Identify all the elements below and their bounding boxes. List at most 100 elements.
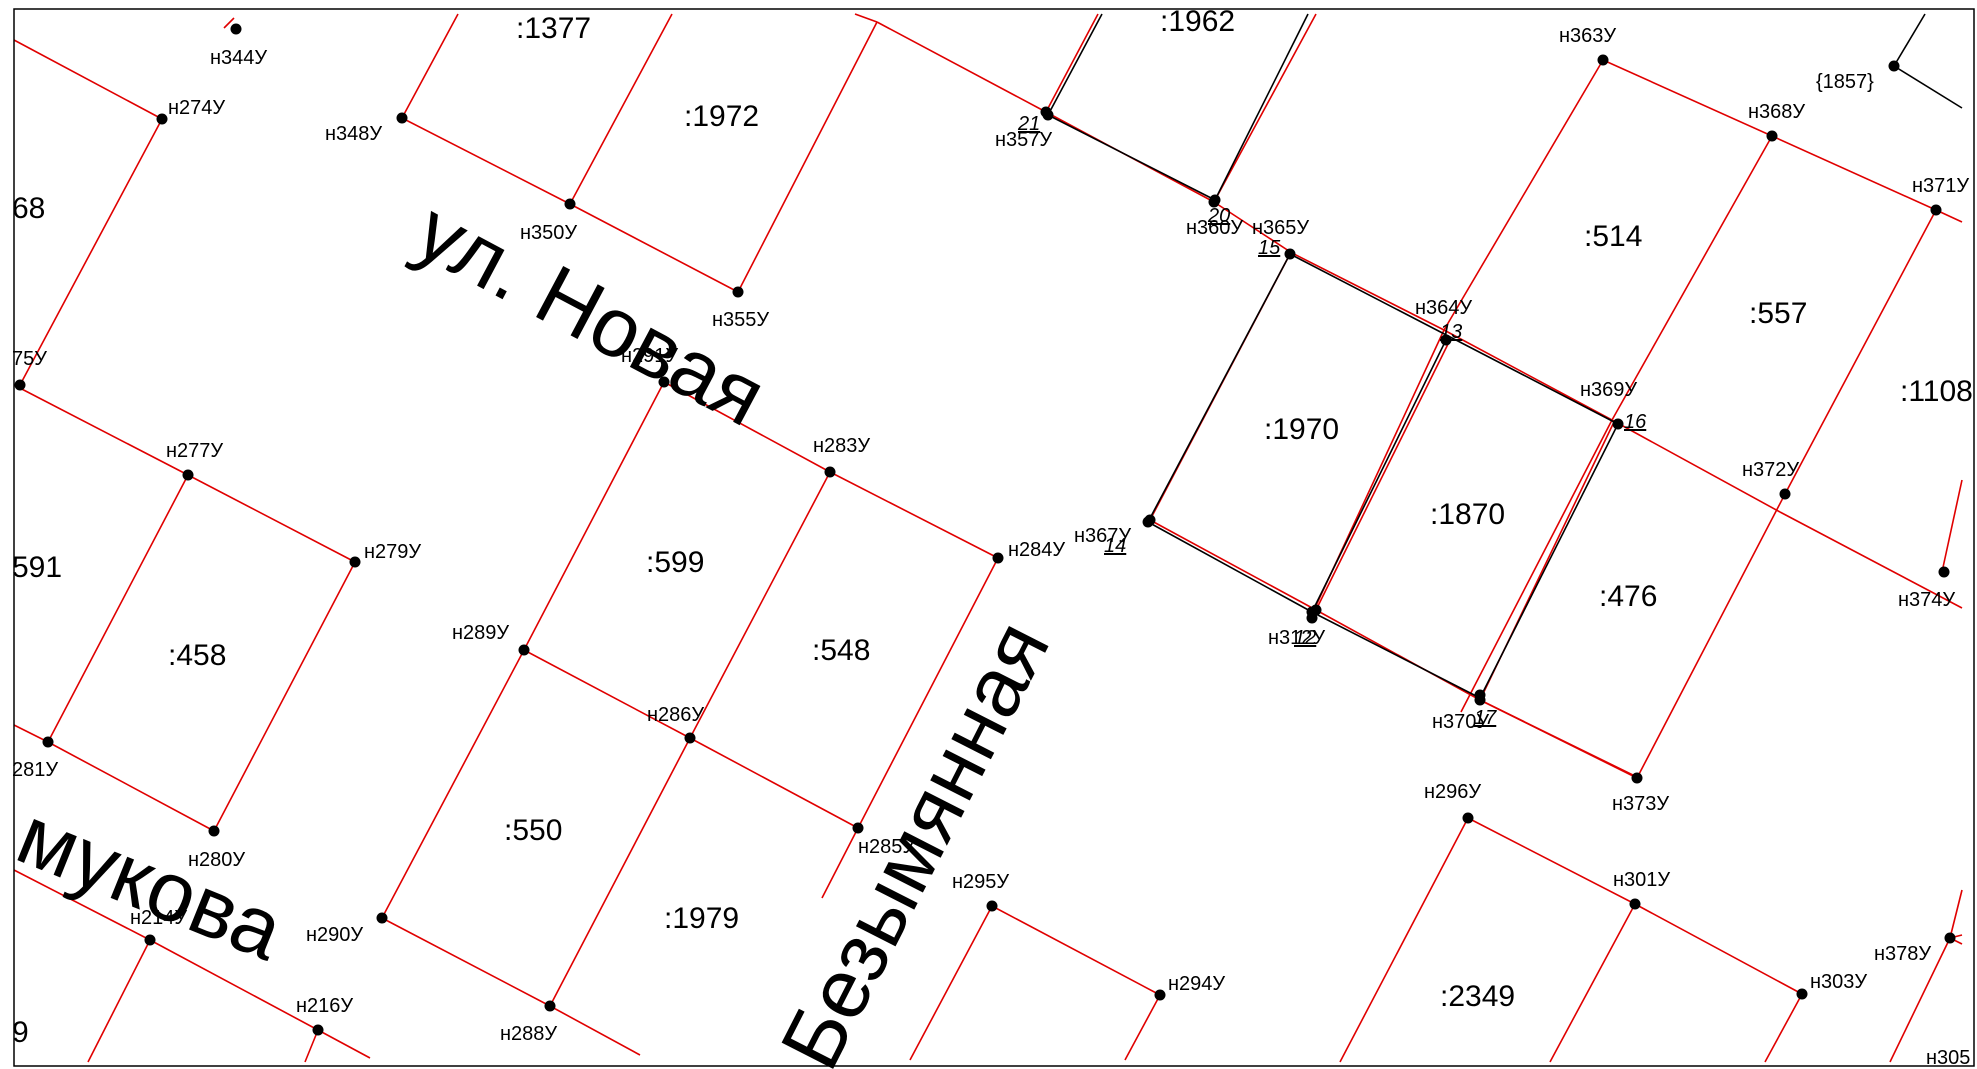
parcel-label: :1108 <box>1900 375 1973 408</box>
point-label: н283У <box>813 435 870 457</box>
point-number: 15 <box>1258 237 1281 259</box>
survey-point-marker <box>1306 612 1318 624</box>
point-label: н303У <box>1810 971 1867 993</box>
survey-point-marker <box>986 900 998 912</box>
parcel-label: :2349 <box>1440 980 1515 1013</box>
survey-point-marker <box>208 825 220 837</box>
survey-points <box>14 23 1956 1036</box>
point-label: н355У <box>712 309 769 331</box>
survey-point-marker <box>230 23 242 35</box>
point-labels: н344У н274У н348У н350У н355У н357У н360… <box>12 25 1970 1069</box>
survey-point-marker <box>684 732 696 744</box>
survey-point-marker <box>1440 334 1452 346</box>
parcel-label: :458 <box>168 639 226 672</box>
survey-point-marker <box>182 469 194 481</box>
point-label: н279У <box>364 541 421 563</box>
point-label: н288У <box>500 1023 557 1045</box>
survey-point-marker <box>992 552 1004 564</box>
point-label: н363У <box>1559 25 1616 47</box>
survey-point-marker <box>658 376 670 388</box>
parcel-label: 68 <box>12 192 45 225</box>
survey-point-marker <box>1766 130 1778 142</box>
parcel-labels: :1377 :1962 :1972 68 :514 :557 :1108 :19… <box>12 5 1973 1049</box>
point-label: н365У <box>1252 217 1309 239</box>
point-label: н368У <box>1748 101 1805 123</box>
survey-point-marker <box>824 466 836 478</box>
survey-point-marker <box>1612 418 1624 430</box>
parcel-label: :1377 <box>516 12 591 45</box>
point-label: н367У <box>1074 525 1131 547</box>
parcel-label: 9 <box>12 1016 29 1049</box>
survey-point-marker <box>1631 772 1643 784</box>
point-label: н372У <box>1742 459 1799 481</box>
point-number: 21 <box>1017 113 1040 135</box>
survey-point-marker <box>518 644 530 656</box>
survey-point-marker <box>852 822 864 834</box>
survey-point-marker <box>1462 812 1474 824</box>
survey-point-marker <box>376 912 388 924</box>
point-label: н370У <box>1432 711 1489 733</box>
point-label: н301У <box>1613 869 1670 891</box>
parcel-label: :1870 <box>1430 498 1505 531</box>
survey-point-marker <box>1796 988 1808 1000</box>
point-label: н277У <box>166 440 223 462</box>
survey-point-marker <box>1154 989 1166 1001</box>
survey-point-marker <box>1944 932 1956 944</box>
survey-point-marker <box>1888 60 1900 72</box>
survey-point-marker <box>396 112 408 124</box>
point-label: н350У <box>520 222 577 244</box>
point-label: н348У <box>325 123 382 145</box>
point-label: н312У <box>1268 627 1325 649</box>
point-number: 14 <box>1104 535 1126 557</box>
characteristic-point-numbers: 21 20 15 13 16 14 12 17 <box>1017 113 1647 729</box>
parcel-label: 591 <box>12 551 62 584</box>
parcel-label: :1979 <box>664 902 739 935</box>
survey-point-marker <box>1930 204 1942 216</box>
point-label: н291У <box>621 345 678 367</box>
survey-point-marker <box>1779 488 1791 500</box>
survey-point-marker <box>1474 689 1486 701</box>
survey-point-marker <box>14 379 26 391</box>
parcel-label: :548 <box>812 634 870 667</box>
point-label: н289У <box>452 622 509 644</box>
survey-point-marker <box>349 556 361 568</box>
survey-point-marker <box>1142 516 1154 528</box>
survey-point-marker <box>144 934 156 946</box>
point-label: н369У <box>1580 379 1637 401</box>
point-label: н285У <box>858 836 915 858</box>
point-label: н378У <box>1874 943 1931 965</box>
point-label: н305 <box>1926 1047 1970 1069</box>
point-label: н216У <box>296 995 353 1017</box>
parcel-label: :599 <box>646 546 704 579</box>
survey-point-marker <box>1209 194 1221 206</box>
point-number: 20 <box>1207 205 1230 227</box>
point-label: н373У <box>1612 793 1669 815</box>
parcel-label: :514 <box>1584 220 1642 253</box>
parcel-label: :557 <box>1749 297 1807 330</box>
point-label: н290У <box>306 924 363 946</box>
point-label: н374У <box>1898 589 1955 611</box>
survey-point-marker <box>1042 109 1054 121</box>
survey-point-marker <box>1938 566 1950 578</box>
survey-point-marker <box>544 1000 556 1012</box>
new-boundaries <box>1047 13 1963 699</box>
parcel-label: :1970 <box>1264 413 1339 446</box>
point-label: {1857} <box>1816 71 1874 93</box>
point-label: н296У <box>1424 781 1481 803</box>
survey-point-marker <box>42 736 54 748</box>
survey-point-marker <box>1284 248 1296 260</box>
point-number: 16 <box>1624 411 1647 433</box>
survey-point-marker <box>1629 898 1641 910</box>
survey-point-marker <box>732 286 744 298</box>
point-label: 281У <box>12 759 58 781</box>
parcel-label: :1962 <box>1160 5 1235 38</box>
parcel-label: :476 <box>1599 580 1657 613</box>
point-label: н286У <box>647 704 704 726</box>
survey-point-marker <box>312 1024 324 1036</box>
survey-point-marker <box>564 198 576 210</box>
point-label: н294У <box>1168 973 1225 995</box>
parcel-label: :550 <box>504 814 562 847</box>
point-label: 75У <box>12 348 47 370</box>
point-label: н284У <box>1008 539 1065 561</box>
